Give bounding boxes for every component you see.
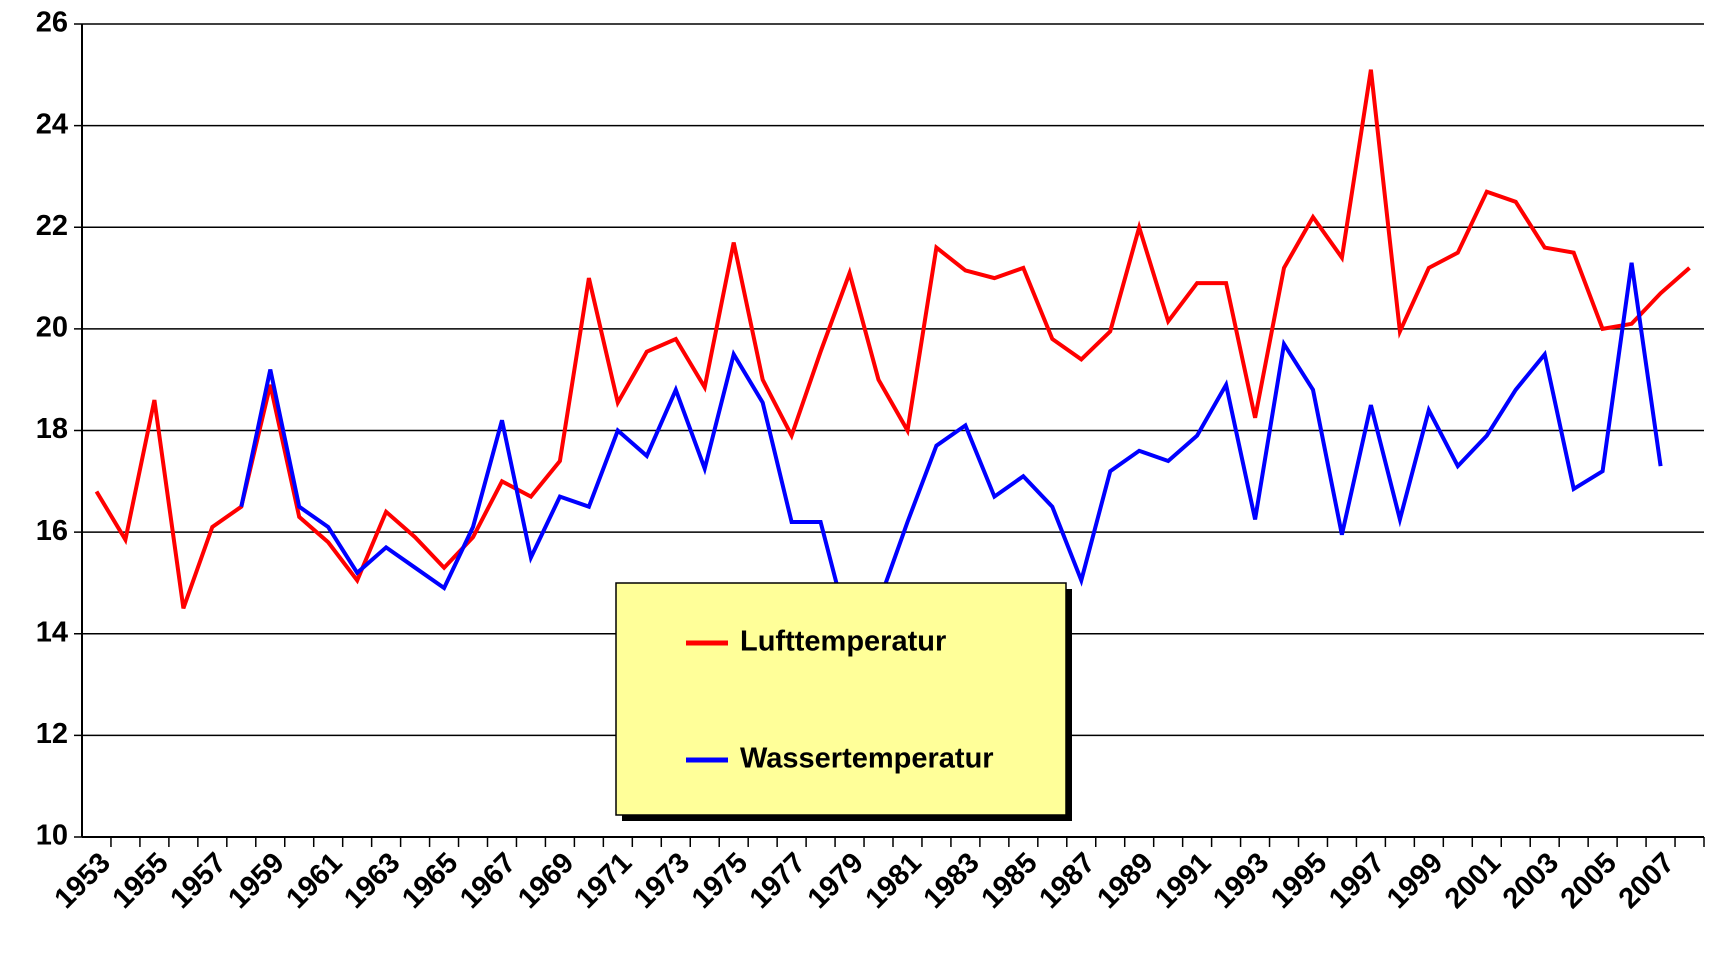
y-tick-label: 20 [36,312,68,344]
y-tick-label: 16 [36,515,68,547]
x-tick-label: 1963 [338,847,406,915]
x-tick-label: 1971 [570,847,638,915]
x-tick-label: 1983 [918,847,986,915]
y-tick-label: 22 [36,210,68,242]
legend-label: Lufttemperatur [740,626,946,658]
x-tick-label: 1999 [1381,847,1449,915]
x-tick-label: 1969 [512,847,580,915]
x-tick-label: 1997 [1323,847,1391,915]
y-tick-label: 10 [36,820,68,852]
x-tick-label: 1989 [1091,847,1159,915]
x-tick-label: 1953 [49,847,117,915]
x-tick-label: 1995 [1265,847,1333,915]
x-tick-label: 1981 [860,847,928,915]
x-tick-label: 1985 [975,847,1043,915]
x-tick-label: 1955 [107,847,175,915]
x-tick-label: 1959 [222,847,290,915]
x-tick-label: 2001 [1439,847,1507,915]
x-tick-label: 1975 [686,847,754,915]
x-tick-label: 1973 [628,847,696,915]
y-tick-label: 24 [36,108,68,140]
x-tick-label: 2003 [1497,847,1565,915]
y-tick-label: 18 [36,413,68,445]
x-tick-label: 1957 [164,847,232,915]
x-tick-label: 1991 [1149,847,1217,915]
y-tick-label: 26 [36,7,68,39]
x-tick-label: 1977 [744,847,812,915]
x-tick-label: 1965 [396,847,464,915]
x-tick-label: 1987 [1033,847,1101,915]
series-line [239,262,1663,638]
series-line [94,69,1691,609]
x-tick-label: 1979 [802,847,870,915]
legend-label: Wassertemperatur [740,743,994,775]
x-tick-label: 1967 [454,847,522,915]
legend [615,582,1067,816]
x-tick-label: 2005 [1555,847,1623,915]
x-tick-label: 1993 [1207,847,1275,915]
y-tick-label: 14 [36,616,68,648]
y-tick-label: 12 [36,718,68,750]
x-tick-label: 1961 [280,847,348,915]
x-tick-label: 2007 [1613,847,1681,915]
